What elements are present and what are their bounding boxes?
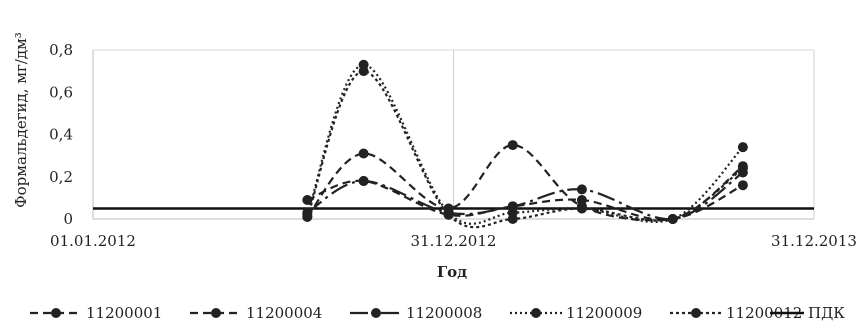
legend-marker bbox=[371, 308, 381, 318]
data-point-11200012 bbox=[358, 66, 369, 77]
data-point-11200004 bbox=[302, 194, 313, 205]
legend-marker bbox=[211, 308, 221, 318]
data-point-11200012 bbox=[507, 214, 518, 224]
data-point-11200012 bbox=[737, 163, 748, 174]
y-tick-label: 0,8 bbox=[49, 41, 73, 59]
plot-area: 0 0,2 0,4 0,6 0,8 01.01.2012 31.12.2012 31.12.2… bbox=[49, 41, 856, 250]
x-tick-label: 01.01.2012 bbox=[50, 232, 136, 250]
data-point-11200004 bbox=[576, 194, 587, 205]
legend-label: 11200012 bbox=[726, 304, 802, 322]
legend-label: 11200009 bbox=[566, 304, 642, 322]
data-point-11200012 bbox=[443, 209, 454, 220]
data-point-11200009 bbox=[737, 142, 748, 153]
data-point-11200001 bbox=[737, 180, 748, 191]
data-point-11200012 bbox=[667, 214, 678, 224]
series-line-11200004 bbox=[306, 165, 744, 221]
legend-label: 11200004 bbox=[246, 304, 322, 322]
y-tick-label: 0,2 bbox=[49, 168, 73, 186]
data-point-11200001 bbox=[358, 148, 369, 159]
data-point-11200012 bbox=[302, 211, 313, 222]
legend: 11200001 11200004 11200008 11200009 11200012… bbox=[30, 304, 845, 322]
data-point-11200008 bbox=[576, 184, 587, 195]
legend-marker bbox=[531, 308, 541, 318]
data-point-11200012 bbox=[576, 203, 587, 214]
y-tick-label: 0,6 bbox=[49, 83, 73, 101]
series-line-11200009 bbox=[306, 63, 744, 225]
legend-marker bbox=[51, 308, 61, 318]
y-tick-label: 0 bbox=[63, 210, 73, 228]
legend-marker bbox=[691, 308, 701, 318]
y-axis-title: Формальдегид, мг/дм³ bbox=[12, 32, 30, 208]
data-point-11200001 bbox=[507, 140, 518, 151]
series-line-11200012 bbox=[306, 70, 744, 229]
series-line-11200008 bbox=[306, 171, 744, 221]
legend-label: 11200008 bbox=[406, 304, 482, 322]
data-point-11200008 bbox=[358, 175, 369, 186]
legend-label: 11200001 bbox=[86, 304, 162, 322]
x-tick-label: 31.12.2012 bbox=[411, 232, 497, 250]
x-axis-title: Год bbox=[437, 263, 467, 281]
y-tick-label: 0,4 bbox=[49, 126, 73, 144]
x-tick-label: 31.12.2013 bbox=[771, 232, 856, 250]
legend-label: ПДК bbox=[808, 304, 845, 322]
